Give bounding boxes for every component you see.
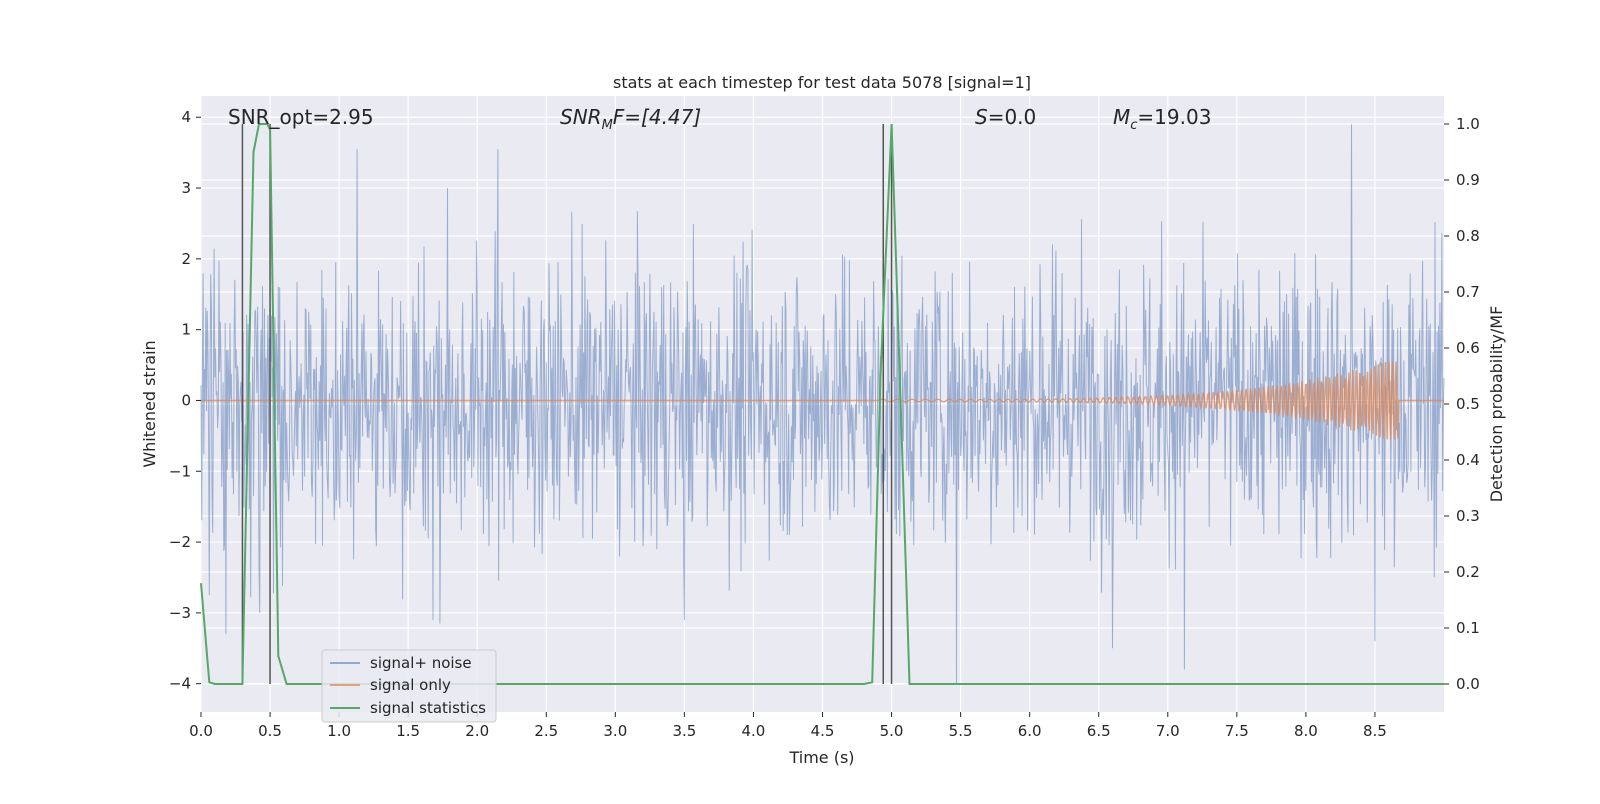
annotation-snr-mf-sub: M <box>602 118 613 133</box>
x-tick-label: 0.0 <box>189 722 213 740</box>
annotation-mc: Mc=19.03 <box>1113 105 1211 133</box>
left-tick-label: 3 <box>181 179 191 197</box>
series-signal-plus-noise <box>200 124 1445 684</box>
chart-title: stats at each timestep for test data 507… <box>613 73 1031 92</box>
x-axis-label: Time (s) <box>788 748 854 767</box>
left-axis-label: Whitened strain <box>140 340 159 467</box>
right-tick-label: 0.1 <box>1456 619 1480 637</box>
x-tick-label: 8.5 <box>1363 722 1387 740</box>
x-axis-ticks: 0.0 0.5 1.0 1.5 2.0 2.5 3.0 3.5 4.0 4.5 5.0 5.5 6.0 6… <box>189 712 1387 740</box>
x-tick-label: 3.0 <box>603 722 627 740</box>
x-tick-label: 2.0 <box>465 722 489 740</box>
annotation-snr-mf-value: F=[4.47] <box>613 105 701 129</box>
line-signal-statistics <box>200 123 1444 685</box>
left-tick-label: 4 <box>181 108 191 126</box>
x-tick-label: 3.5 <box>672 722 696 740</box>
right-tick-label: 0.2 <box>1456 563 1480 581</box>
right-tick-label: 0.5 <box>1456 395 1480 413</box>
x-tick-label: 1.0 <box>327 722 351 740</box>
left-tick-label: −3 <box>169 604 191 622</box>
right-tick-label: 0.9 <box>1456 171 1480 189</box>
left-tick-label: 2 <box>181 250 191 268</box>
x-tick-label: 5.5 <box>949 722 973 740</box>
line-signal-only <box>201 361 1444 440</box>
annotation-s-main: S <box>975 105 988 129</box>
right-tick-label: 0.3 <box>1456 507 1480 525</box>
annotation-s-tail: =0.0 <box>988 105 1037 129</box>
legend-label-noise: signal+ noise <box>370 654 472 672</box>
legend-box <box>321 649 497 723</box>
right-axis-ticks: 1.0 0.9 0.8 0.7 0.6 0.5 0.4 0.3 0.2 0.1 0.0 <box>1444 115 1480 693</box>
legend-label-stats: signal statistics <box>370 699 486 717</box>
vertical-markers <box>241 124 893 684</box>
left-tick-label: −4 <box>169 675 191 693</box>
annotation-snr-opt: SNR_opt=2.95 <box>228 105 374 129</box>
annotation-snr-mf-tail: F=[4.47] <box>613 105 701 129</box>
annotation-snr-mf-main: SNR <box>560 105 602 129</box>
x-tick-label: 4.0 <box>742 722 766 740</box>
left-axis-ticks: 4 3 2 1 0 −1 −2 −3 −4 <box>169 108 201 693</box>
right-axis-label: Detection probability/MF <box>1487 306 1506 503</box>
x-tick-label: 8.0 <box>1294 722 1318 740</box>
x-tick-label: 7.5 <box>1225 722 1249 740</box>
x-tick-label: 6.5 <box>1087 722 1111 740</box>
right-tick-label: 0.6 <box>1456 339 1480 357</box>
x-tick-label: 4.5 <box>811 722 835 740</box>
annotation-s: S=0.0 <box>975 105 1036 129</box>
left-tick-label: 0 <box>181 391 191 409</box>
line-signal-plus-noise <box>200 124 1445 684</box>
left-tick-label: 1 <box>181 321 191 339</box>
annotation-mc-sub: c <box>1130 118 1137 133</box>
right-tick-label: 0.0 <box>1456 675 1480 693</box>
x-tick-label: 0.5 <box>258 722 282 740</box>
left-tick-label: −1 <box>169 462 191 480</box>
annotation-mc-main: M <box>1113 105 1130 129</box>
series-signal-only <box>201 361 1444 440</box>
series-signal-statistics <box>200 123 1444 685</box>
x-tick-label: 5.0 <box>880 722 904 740</box>
right-tick-label: 0.8 <box>1456 227 1480 245</box>
annotation-snr-mf: SNRMF=[4.47] <box>560 105 701 133</box>
x-tick-label: 1.5 <box>396 722 420 740</box>
legend-label-signal: signal only <box>370 676 451 694</box>
annotation-mc-tail: =19.03 <box>1137 105 1211 129</box>
right-tick-label: 0.4 <box>1456 451 1480 469</box>
right-tick-label: 1.0 <box>1456 115 1480 133</box>
x-tick-label: 2.5 <box>534 722 558 740</box>
legend: signal+ noise signal only signal statist… <box>321 649 497 723</box>
left-tick-label: −2 <box>169 533 191 551</box>
right-tick-label: 0.7 <box>1456 283 1480 301</box>
x-tick-label: 6.0 <box>1018 722 1042 740</box>
x-tick-label: 7.0 <box>1156 722 1180 740</box>
